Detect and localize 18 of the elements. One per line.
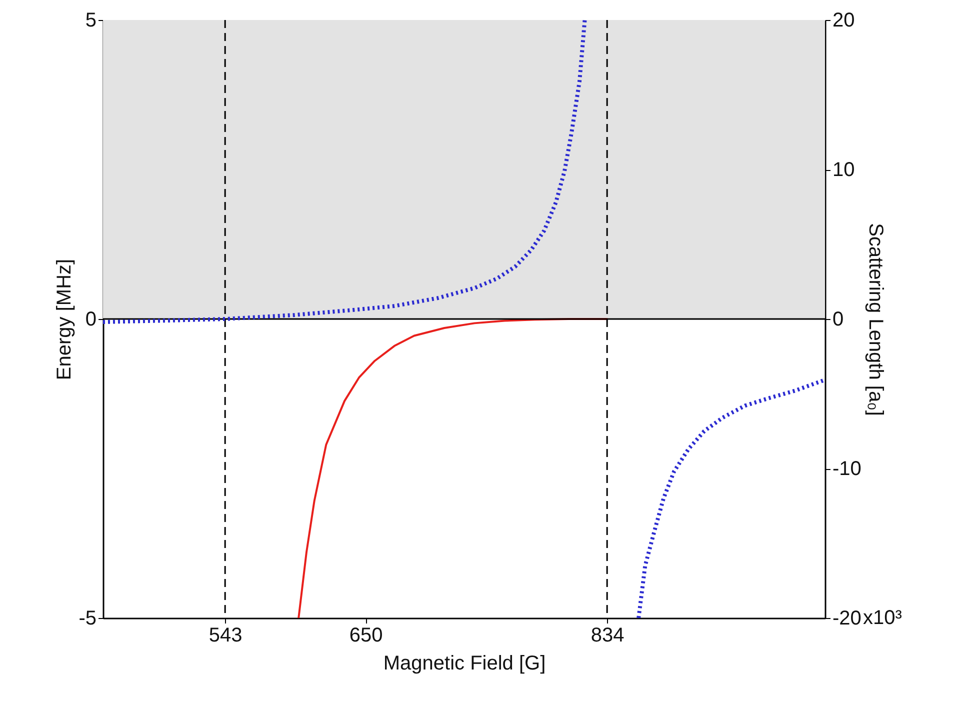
x-tick-label: 650	[349, 624, 383, 646]
x-axis-title: Magnetic Field [G]	[383, 652, 546, 674]
line-series	[103, 20, 587, 324]
line-series	[636, 378, 825, 618]
line-series	[298, 318, 608, 618]
text: x10³	[863, 607, 902, 629]
y2-tick-label: 20	[832, 10, 855, 32]
y2-tick-label: -20	[832, 608, 862, 630]
y2-tick-label: -10	[832, 458, 862, 480]
y2-tick-label: 10	[832, 159, 855, 181]
x-tick-label: 543	[208, 624, 242, 646]
x-tick-label: 834	[590, 624, 624, 646]
y2-tick-label: 0	[832, 308, 844, 330]
y-axis-title: Energy [MHz]	[54, 258, 76, 380]
y-tick-label: 5	[85, 10, 96, 32]
y-tick-label: -5	[78, 608, 96, 630]
y-tick-label: 0	[85, 308, 96, 330]
y2-axis-title: Scattering Length [a₀]	[864, 223, 886, 416]
